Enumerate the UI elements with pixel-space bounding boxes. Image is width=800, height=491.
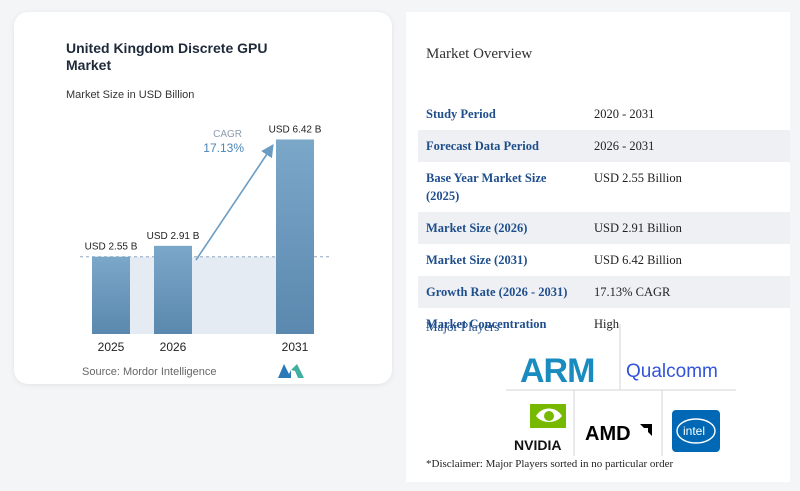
overview-row: Forecast Data Period 2026 - 2031: [418, 130, 790, 162]
overview-row: Base Year Market Size (2025) USD 2.55 Bil…: [418, 162, 790, 212]
bar-2025: [92, 256, 130, 334]
overview-row-value: 17.13% CAGR: [594, 285, 671, 299]
overview-row-value: 2026 - 2031: [594, 139, 655, 153]
players-logo-grid: ARM Qualcomm NVIDIA AMD intel: [506, 324, 736, 456]
intel-logo-text: intel: [683, 424, 705, 438]
overview-row-value: USD 6.42 Billion: [594, 253, 682, 267]
overview-row: Growth Rate (2026 - 2031) 17.13% CAGR: [418, 276, 790, 308]
overview-row: Study Period 2020 - 2031: [418, 98, 790, 130]
amd-logo: AMD: [585, 423, 652, 445]
overview-table: Study Period 2020 - 2031 Forecast Data Per…: [418, 98, 790, 340]
qualcomm-logo-text: Qualcomm: [626, 361, 718, 382]
x-tick-label: 2025: [98, 340, 125, 354]
nvidia-logo-text: NVIDIA: [514, 437, 561, 453]
overview-row-value: High: [594, 317, 619, 331]
overview-row: Market Size (2031) USD 6.42 Billion: [418, 244, 790, 276]
x-tick-label: 2026: [160, 340, 187, 354]
market-overview-panel: Market Overview Study Period 2020 - 2031 F…: [406, 12, 790, 482]
arm-logo: ARM: [520, 352, 595, 390]
cagr-label: CAGR: [213, 129, 242, 140]
bar-value-label: USD 2.55 B: [85, 242, 138, 253]
overview-row-label: Market Size (2031): [426, 253, 528, 267]
bar-2031: [276, 139, 314, 334]
nvidia-logo: NVIDIA: [514, 404, 566, 453]
intel-logo: intel: [672, 410, 720, 452]
overview-row-value: 2020 - 2031: [594, 107, 655, 121]
bar-chart: USD 2.55 B 2025 USD 2.91 B 2026 USD 6.42 B 20…: [80, 124, 330, 354]
arm-logo-text: ARM: [520, 352, 594, 390]
players-disclaimer: *Disclaimer: Major Players sorted in no …: [426, 458, 674, 470]
overview-row: Market Concentration High: [418, 308, 790, 340]
overview-title: Market Overview: [426, 46, 533, 62]
bar-2026: [154, 245, 192, 334]
x-tick-label: 2031: [282, 340, 309, 354]
overview-row-label: Forecast Data Period: [426, 139, 539, 153]
qualcomm-logo: Qualcomm: [626, 361, 718, 382]
bar-value-label: USD 2.91 B: [147, 231, 200, 242]
chart-subtitle: Market Size in USD Billion: [66, 89, 195, 101]
overview-row: Market Size (2026) USD 2.91 Billion: [418, 212, 790, 244]
overview-row-label: Study Period: [426, 107, 496, 121]
overview-row-label: Market Size (2026): [426, 221, 528, 235]
mordor-intelligence-logo: [278, 364, 304, 378]
major-players-title: Major Players: [426, 319, 500, 334]
overview-row-label: Market Concentration: [426, 317, 547, 331]
overview-row-value: USD 2.55 Billion: [594, 171, 682, 185]
amd-logo-text: AMD: [585, 423, 631, 445]
overview-row-label: Base Year Market Size (2025): [426, 171, 547, 203]
overview-row-value: USD 2.91 Billion: [594, 221, 682, 235]
cagr-value: 17.13%: [203, 141, 244, 155]
chart-title: United Kingdom Discrete GPU Market: [66, 40, 268, 73]
cagr-arrow: [195, 144, 274, 261]
bar-value-label: USD 6.42 B: [269, 124, 322, 135]
chart-source: Source: Mordor Intelligence: [82, 366, 217, 378]
overview-row-label: Growth Rate (2026 - 2031): [426, 285, 568, 299]
